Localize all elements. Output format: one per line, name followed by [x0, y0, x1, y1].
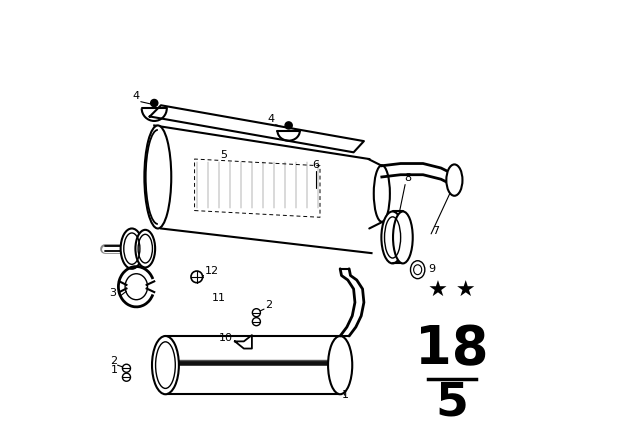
Ellipse shape	[252, 318, 260, 326]
Ellipse shape	[122, 373, 131, 381]
Ellipse shape	[374, 165, 390, 222]
Text: 12: 12	[204, 266, 218, 276]
Ellipse shape	[381, 211, 404, 263]
Ellipse shape	[122, 364, 131, 372]
Ellipse shape	[191, 271, 203, 283]
Text: 2: 2	[266, 300, 273, 310]
Ellipse shape	[145, 125, 172, 228]
Ellipse shape	[252, 309, 260, 317]
Ellipse shape	[150, 99, 158, 107]
Text: ★ ★: ★ ★	[428, 281, 476, 301]
Ellipse shape	[446, 164, 463, 196]
Ellipse shape	[136, 230, 155, 267]
Ellipse shape	[328, 336, 352, 394]
Text: 6: 6	[312, 160, 319, 170]
Text: 7: 7	[432, 226, 439, 236]
Ellipse shape	[393, 211, 413, 263]
Text: 10: 10	[219, 333, 233, 343]
Text: 2: 2	[110, 356, 118, 366]
Text: 4: 4	[132, 91, 140, 101]
Text: 4: 4	[267, 114, 275, 124]
Text: 9: 9	[428, 264, 436, 274]
Text: 5: 5	[436, 381, 468, 426]
Text: 5: 5	[220, 150, 227, 159]
Text: 18: 18	[415, 323, 489, 375]
Ellipse shape	[285, 122, 292, 129]
Polygon shape	[150, 105, 364, 152]
Text: 1: 1	[111, 365, 117, 375]
Ellipse shape	[152, 336, 179, 394]
Ellipse shape	[410, 261, 425, 279]
Text: 8: 8	[404, 173, 411, 183]
Text: 1: 1	[342, 390, 349, 400]
Text: 3: 3	[109, 288, 116, 297]
Ellipse shape	[121, 228, 143, 269]
Text: 11: 11	[212, 293, 226, 303]
